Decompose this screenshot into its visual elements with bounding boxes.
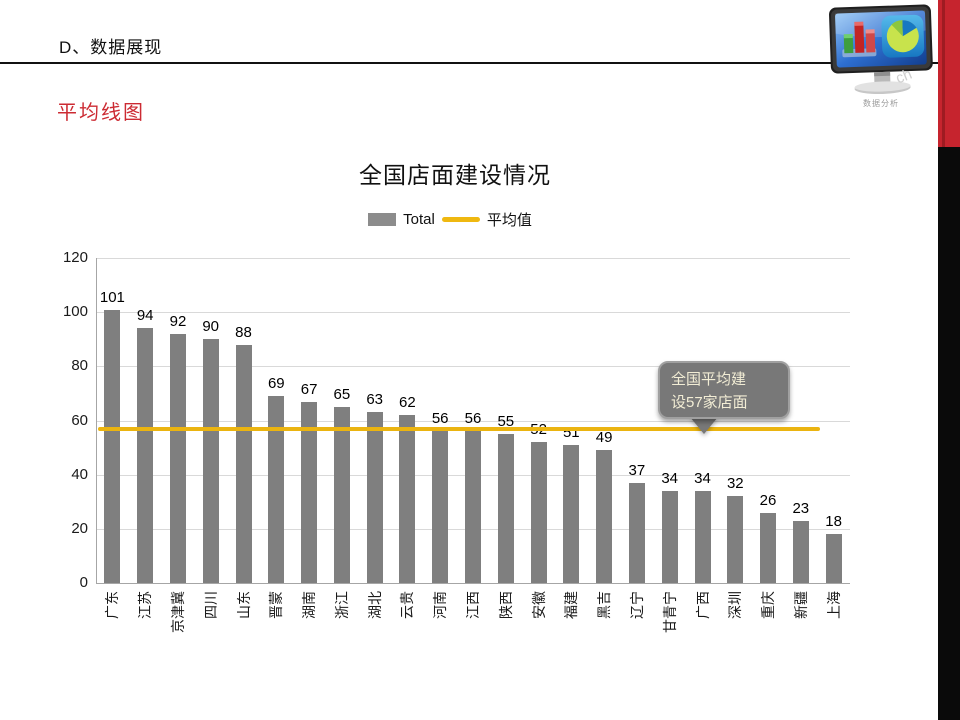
data-analysis-logo: 数据分析 ch xyxy=(824,2,938,120)
header-divider xyxy=(0,62,938,64)
x-axis-label: 山东 xyxy=(235,591,252,619)
bar-value-label: 49 xyxy=(595,429,613,447)
x-axis-label: 湖北 xyxy=(366,591,383,619)
bar xyxy=(432,431,449,583)
x-axis-label: 浙江 xyxy=(333,591,350,619)
bar xyxy=(333,407,350,583)
bar xyxy=(792,520,809,583)
bar-value-label: 55 xyxy=(497,413,515,430)
x-axis-label: 甘青宁 xyxy=(661,591,678,633)
x-axis-label: 上海 xyxy=(825,591,842,619)
x-axis-label: 深圳 xyxy=(727,591,744,619)
bar-value-label: 34 xyxy=(661,469,679,487)
y-axis-line xyxy=(96,258,97,583)
x-axis-label: 广西 xyxy=(694,591,711,619)
monitor-chart-icon xyxy=(829,4,933,95)
bar xyxy=(399,415,416,583)
x-axis-label: 江西 xyxy=(465,591,481,619)
bar xyxy=(235,344,252,583)
average-line xyxy=(98,426,820,431)
legend-average-line-icon xyxy=(441,217,480,222)
bar xyxy=(563,444,580,583)
bar-value-label: 65 xyxy=(333,386,351,403)
bar xyxy=(760,512,776,583)
bar xyxy=(661,490,678,583)
slide-right-band-red-accent xyxy=(942,0,945,147)
bar-value-label: 90 xyxy=(202,318,220,336)
bar xyxy=(628,482,645,583)
bar xyxy=(137,328,154,583)
bar xyxy=(596,450,613,583)
x-axis-label: 河南 xyxy=(432,591,449,619)
y-axis-tick-label: 40 xyxy=(71,465,88,483)
x-axis-label: 广东 xyxy=(104,591,121,619)
bar-value-label: 56 xyxy=(431,410,449,428)
bar xyxy=(268,396,285,583)
x-axis-line xyxy=(96,583,850,584)
x-axis-label: 安徽 xyxy=(530,591,547,619)
y-axis-tick-label: 100 xyxy=(62,303,88,321)
y-axis-tick-label: 120 xyxy=(62,249,88,266)
bar-value-label: 18 xyxy=(825,513,842,531)
x-axis-label: 福建 xyxy=(563,591,580,619)
x-axis-label: 重庆 xyxy=(760,591,776,619)
gridline xyxy=(96,258,850,259)
legend-total-label: Total xyxy=(403,211,435,228)
x-axis-label: 晋蒙 xyxy=(268,591,285,619)
x-axis-label: 辽宁 xyxy=(628,591,645,619)
bar xyxy=(366,412,383,583)
bar-value-label: 88 xyxy=(235,323,252,341)
chart-legend: Total 平均值 xyxy=(0,209,900,230)
y-axis-tick-label: 60 xyxy=(71,411,88,429)
slide-right-band xyxy=(938,0,960,720)
bar xyxy=(727,496,744,583)
x-axis-label: 京津冀 xyxy=(170,591,186,633)
bar-value-label: 63 xyxy=(366,391,384,409)
bar-value-label: 26 xyxy=(759,491,777,509)
bar xyxy=(104,309,121,583)
slide-header: D、数据展现 xyxy=(59,38,163,57)
gridline xyxy=(96,420,850,422)
bar xyxy=(694,490,711,583)
slide-subtitle: 平均线图 xyxy=(57,102,145,124)
x-axis-label: 云贵 xyxy=(399,591,416,619)
bar xyxy=(301,401,318,583)
average-callout-arrow xyxy=(690,417,718,434)
x-axis-label: 新疆 xyxy=(792,591,809,619)
bar-value-label: 94 xyxy=(136,307,154,325)
average-callout-bubble: 全国平均建 设57家店面 xyxy=(658,361,790,419)
bar-value-label: 32 xyxy=(726,475,744,493)
bar xyxy=(530,442,547,583)
bar-value-label: 56 xyxy=(464,410,482,428)
bar-value-label: 69 xyxy=(267,375,285,393)
bar xyxy=(825,534,842,584)
x-axis-label: 黑吉 xyxy=(596,591,613,619)
legend-average-label: 平均值 xyxy=(486,212,532,229)
logo-caption: 数据分析 xyxy=(863,99,899,108)
average-callout-text: 全国平均建 设57家店面 xyxy=(671,371,748,411)
bar xyxy=(497,434,514,583)
bar-value-label: 23 xyxy=(792,499,810,517)
y-axis-tick-label: 20 xyxy=(71,519,88,537)
y-axis-tick-label: 80 xyxy=(71,357,88,375)
x-axis-label: 陕西 xyxy=(497,591,514,619)
bar-value-label: 92 xyxy=(169,312,187,330)
bar-value-label: 37 xyxy=(628,461,646,479)
bar-value-label: 67 xyxy=(300,380,318,398)
bar xyxy=(202,339,219,584)
chart-title: 全国店面建设情况 xyxy=(359,162,551,188)
x-axis-label: 四川 xyxy=(202,591,219,619)
bar-value-label: 34 xyxy=(694,469,711,487)
gridline xyxy=(96,312,850,314)
bar xyxy=(170,333,186,583)
bar-value-label: 62 xyxy=(399,394,416,412)
x-axis-label: 湖南 xyxy=(301,591,318,619)
legend-bar-swatch-icon xyxy=(368,213,397,226)
x-axis-label: 江苏 xyxy=(137,591,154,619)
y-axis-tick-label: 0 xyxy=(79,574,88,591)
gridline xyxy=(96,366,850,368)
bar-value-label: 101 xyxy=(99,288,125,306)
bar xyxy=(465,431,481,583)
